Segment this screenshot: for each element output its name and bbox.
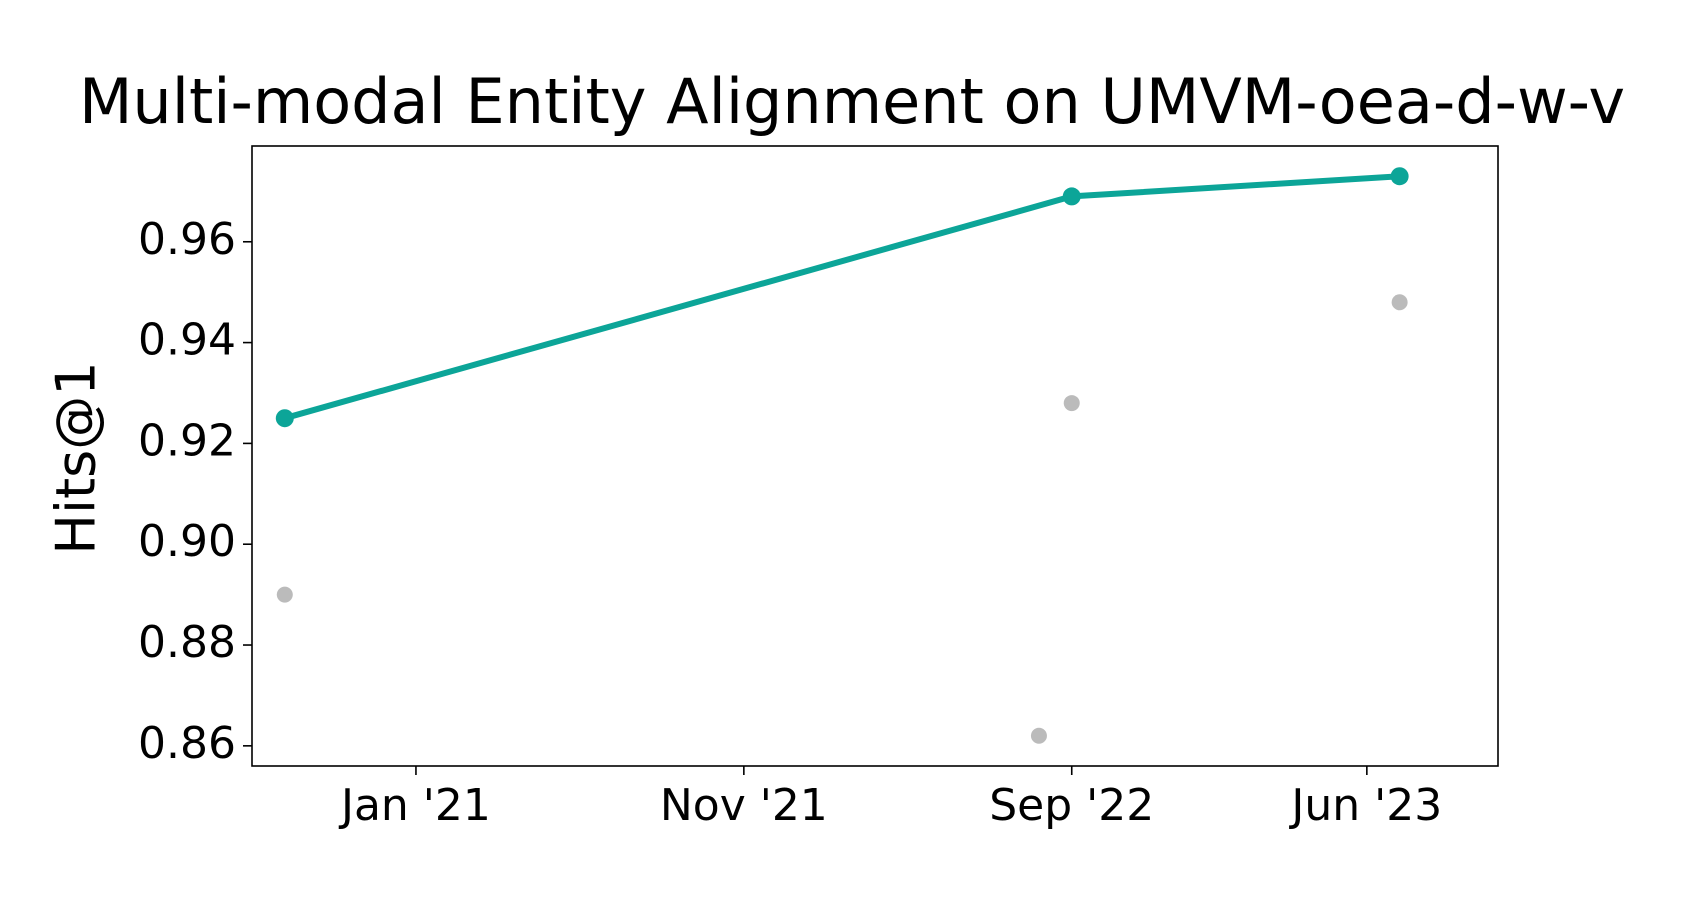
y-tick-label: 0.94 [138,315,236,366]
x-tick-label: Sep '22 [989,780,1154,831]
y-tick-label: 0.90 [138,516,236,567]
x-tick-label: Jan '21 [338,780,491,831]
x-tick-label: Jun '23 [1288,780,1442,831]
point [1030,727,1047,744]
y-tick-label: 0.88 [138,617,236,668]
point [1063,395,1080,412]
x-tick-label: Nov '21 [660,780,828,831]
y-tick-label: 0.86 [138,718,236,769]
point [1390,167,1409,186]
point [276,586,293,603]
point [1062,187,1081,206]
line [283,173,1400,422]
y-tick-label: 0.92 [138,415,236,466]
y-tick-label: 0.96 [138,214,236,265]
plot-frame [251,145,1499,767]
y-axis-label: Hits@1 [45,361,108,554]
chart-title: Multi-modal Entity Alignment on UMVM-oea… [79,65,1625,138]
point [1391,294,1408,311]
point [275,409,294,428]
